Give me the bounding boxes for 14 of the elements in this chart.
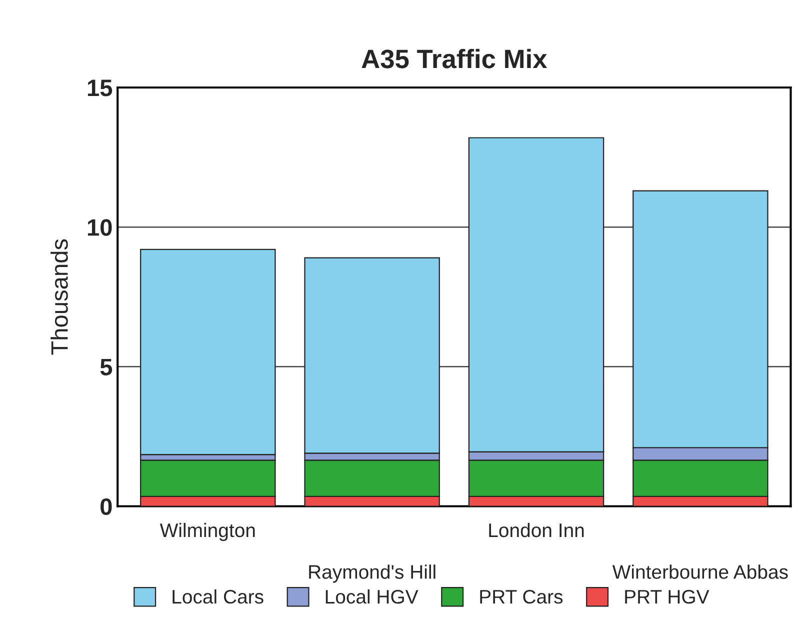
x-tick-label: Wilmington bbox=[160, 522, 255, 542]
x-tick-label: Raymond's Hill bbox=[309, 564, 436, 583]
x-tick-label: London Inn bbox=[489, 522, 584, 538]
legend-label: PRT Cars bbox=[480, 590, 563, 604]
chart-title: A35 Traffic Mix bbox=[362, 48, 548, 68]
x-tick-label: Winterbourne Abbas bbox=[612, 564, 788, 579]
y-tick-label: 0 bbox=[100, 498, 112, 516]
legend-label: Local Cars bbox=[172, 589, 264, 604]
y-tick-label: 5 bbox=[100, 358, 112, 376]
legend-label: Local HGV bbox=[326, 589, 418, 604]
y-axis-title: Thousands bbox=[50, 239, 68, 355]
legend-label: PRT HGV bbox=[625, 590, 710, 604]
y-tick-label: 10 bbox=[88, 219, 112, 236]
y-tick-label: 15 bbox=[88, 80, 112, 96]
